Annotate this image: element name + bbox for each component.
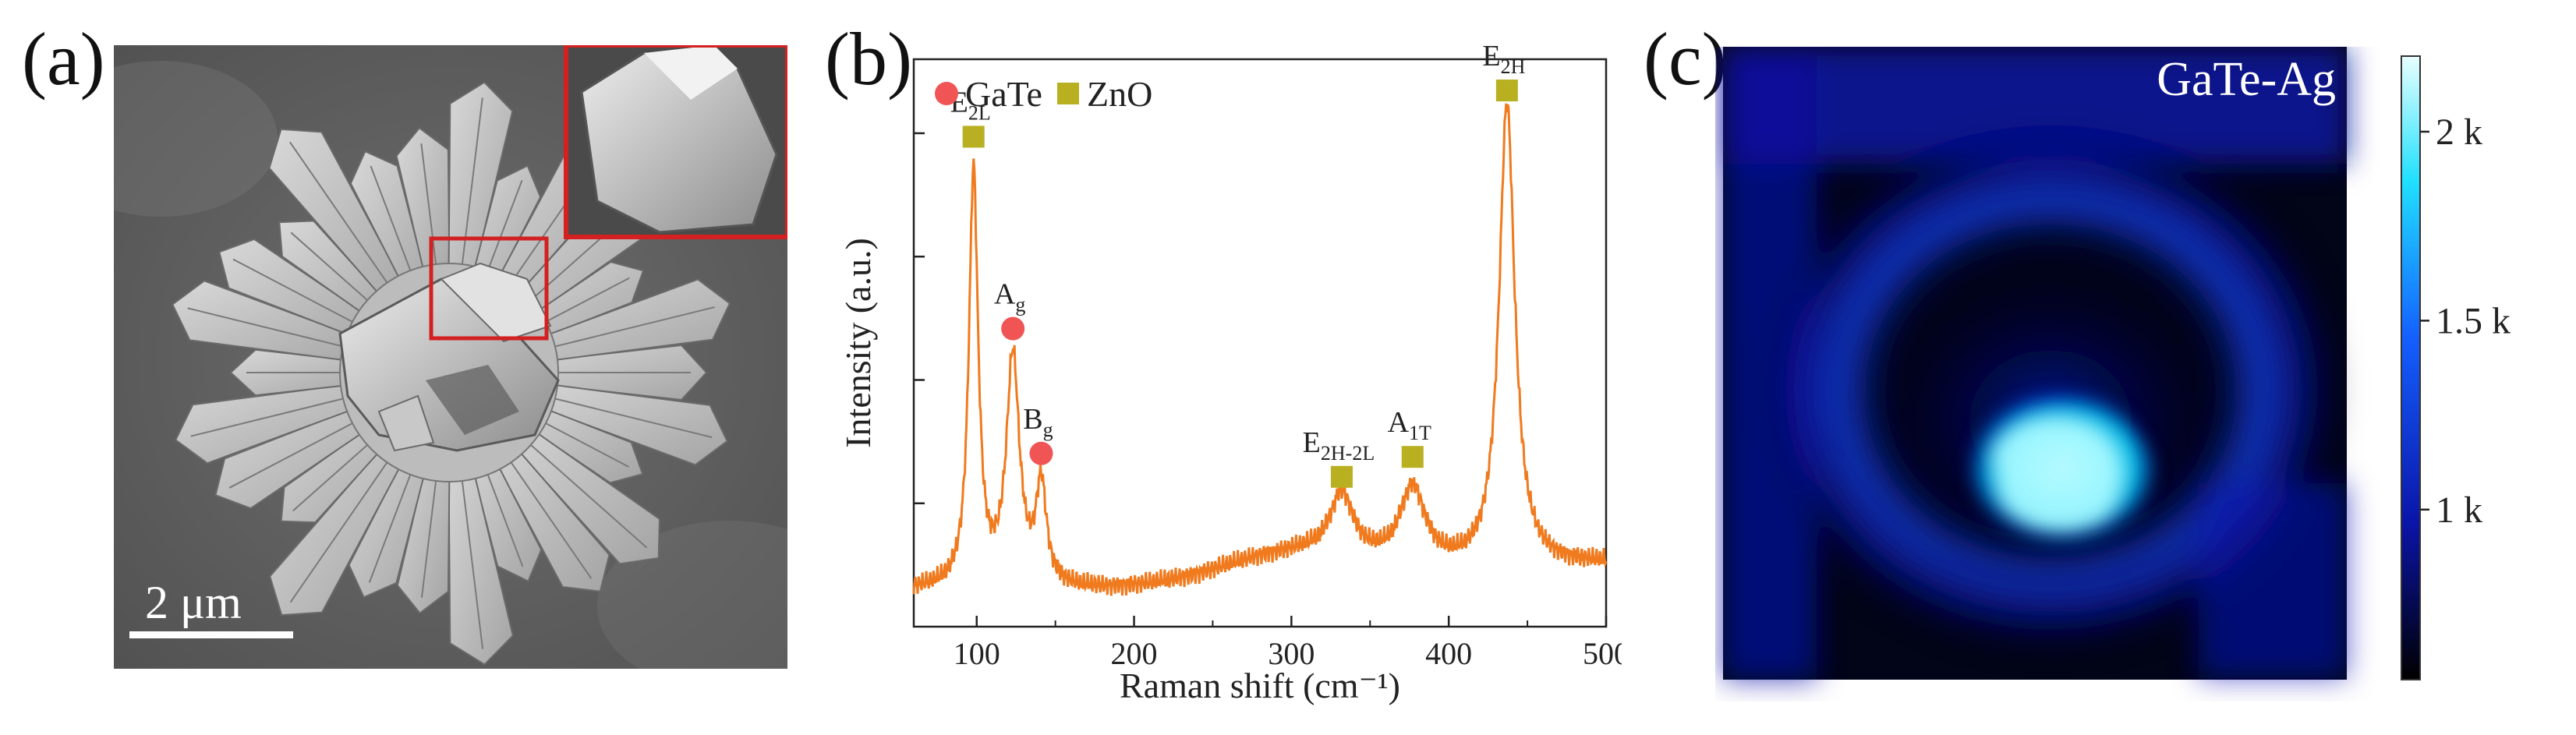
x-tick-label: 400 [1425, 636, 1472, 671]
intensity-heatmap [1723, 47, 2347, 680]
petal-vein [289, 141, 406, 309]
petal-vein [524, 306, 715, 355]
petal-vein [289, 436, 406, 603]
peak-marker-zno [1495, 80, 1518, 102]
peak-label: A1T [1388, 406, 1431, 444]
peak-label: Ag [994, 278, 1025, 316]
petal-vein [458, 450, 484, 649]
petal-vein [458, 97, 483, 295]
plot-frame [912, 58, 1608, 628]
x-tick-label: 300 [1268, 636, 1315, 671]
colorbar-tick-label: 2 k [2436, 111, 2482, 153]
colorbar: 2 k 1.5 k 1 k [2401, 55, 2511, 680]
x-tick-label: 200 [1111, 636, 1158, 671]
colorbar-tick-label: 1 k [2436, 489, 2482, 531]
sem-micrograph: 2 μm [44, 43, 862, 692]
peak-marker-gate [1001, 316, 1025, 341]
peak-label: E2H [1482, 40, 1525, 78]
legend: GaTe ZnO [935, 74, 1152, 114]
x-axis-label: Raman shift (cm⁻¹) [1120, 666, 1400, 705]
peak-marker-zno [1401, 446, 1424, 468]
map-title: GaTe-Ag [2157, 53, 2336, 106]
central-crystal [338, 262, 560, 452]
scale-bar-label: 2 μm [145, 577, 242, 628]
peak-marker-zno [962, 125, 985, 148]
spectrum-line [912, 103, 1608, 596]
x-tick-label: 500 [1583, 636, 1622, 671]
peak-label: Bg [1023, 403, 1053, 441]
legend-label: ZnO [1087, 74, 1152, 114]
legend-label: GaTe [965, 74, 1042, 114]
panel-c-label: (c) [1644, 17, 1727, 101]
scale-bar [129, 631, 293, 638]
panel-a-label: (a) [22, 17, 105, 101]
y-axis-label: Intensity (a.u.) [838, 238, 878, 448]
colorbar-tick-label: 1.5 k [2436, 300, 2511, 341]
peak-marker-zno [1330, 465, 1353, 488]
x-tick-label: 100 [954, 636, 1000, 671]
raman-intensity-map: GaTe-Ag 2 k 1.5 k 1 k [1715, 47, 2573, 701]
panel-b-label: (b) [825, 17, 912, 101]
x-axis-ticks: 100 200 300 400 500 [954, 616, 1629, 671]
y-axis-ticks [914, 132, 925, 504]
peak-marker-gate [1029, 441, 1053, 465]
zoom-inset [564, 43, 790, 239]
legend-marker-gate [935, 82, 958, 105]
zoom-region-box [429, 236, 549, 341]
petal-vein [524, 390, 713, 439]
peak-label: E2H-2L [1303, 426, 1375, 465]
raman-spectrum-chart: 100 200 300 400 500 E2L Ag Bg E2H-2L A1T E2H GaTe… [834, 31, 1629, 717]
legend-marker-zno [1057, 83, 1079, 104]
